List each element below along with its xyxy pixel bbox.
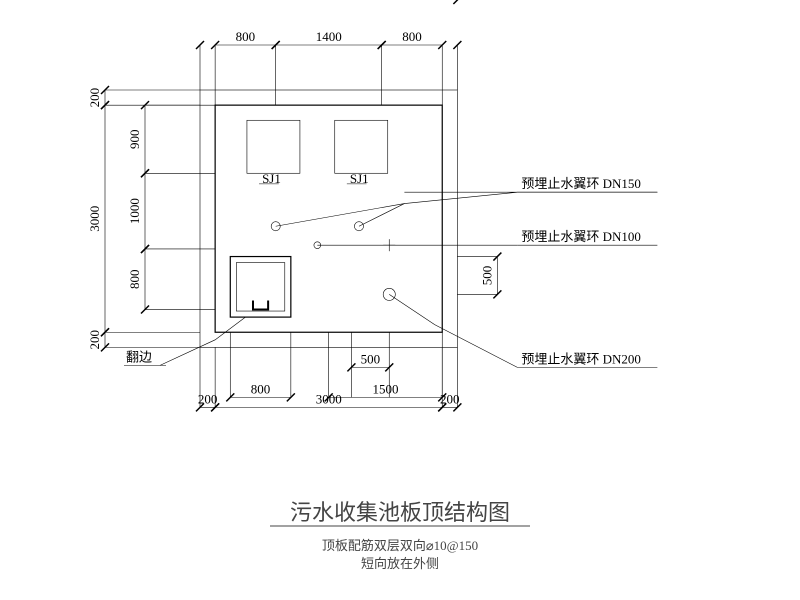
svg-text:800: 800 [251, 381, 271, 396]
dn100-leader-text: 预埋止水翼环 DN100 [521, 229, 641, 244]
svg-text:800: 800 [236, 29, 256, 44]
dim: 200 [196, 391, 219, 411]
manhole-outer [230, 257, 291, 318]
svg-text:900: 900 [127, 129, 142, 149]
dim: 900 [127, 101, 149, 177]
svg-text:800: 800 [127, 270, 142, 290]
dn100-leader: 预埋止水翼环 DN100 [317, 229, 657, 245]
dim: 1500 [325, 381, 447, 401]
dim: 3000 [211, 391, 446, 411]
svg-text:3000: 3000 [87, 206, 102, 232]
svg-text:200: 200 [440, 391, 460, 406]
svg-text:800: 800 [402, 29, 422, 44]
svg-text:200: 200 [198, 391, 218, 406]
svg-text:200: 200 [87, 88, 102, 108]
manhole-inner [236, 263, 284, 311]
dn200-leader: 预埋止水翼环 DN200 [389, 294, 657, 367]
flange-label: 翻边 [126, 349, 152, 364]
svg-text:500: 500 [479, 266, 494, 286]
dim: 800 [378, 29, 447, 49]
svg-text:1000: 1000 [127, 198, 142, 224]
svg-text:200: 200 [87, 330, 102, 350]
dim: 500 [347, 351, 393, 371]
dn150-leader: 预埋止水翼环 DN150 [359, 176, 657, 226]
dim: 500 [479, 253, 501, 299]
dn200-leader-text: 预埋止水翼环 DN200 [521, 351, 641, 366]
svg-text:1500: 1500 [372, 381, 398, 396]
svg-text:1400: 1400 [316, 29, 342, 44]
sj1-box [247, 120, 300, 173]
dim: 800 [226, 381, 295, 401]
dim: 200 [438, 391, 461, 411]
note-2: 短向放在外侧 [361, 556, 439, 571]
flange-leader: 翻边 [124, 317, 245, 365]
dim: 800 [211, 29, 280, 49]
dim: 1400 [272, 29, 386, 49]
sj1-box [335, 120, 388, 173]
dim: 3000 [87, 101, 109, 336]
manhole-handle [253, 300, 268, 309]
dn150-leader-text: 预埋止水翼环 DN150 [521, 176, 641, 191]
note-1: 顶板配筋双层双向⌀10@150 [322, 538, 478, 553]
dim: 200 [87, 86, 109, 109]
inner-rect [215, 105, 442, 332]
svg-text:3000: 3000 [316, 391, 342, 406]
dim: 1000 [127, 169, 149, 253]
svg-text:500: 500 [361, 351, 381, 366]
dim: 200 [87, 328, 109, 351]
drawing-title: 污水收集池板顶结构图 [290, 500, 510, 525]
outer-rect [200, 90, 457, 347]
dim: 800 [127, 245, 149, 314]
